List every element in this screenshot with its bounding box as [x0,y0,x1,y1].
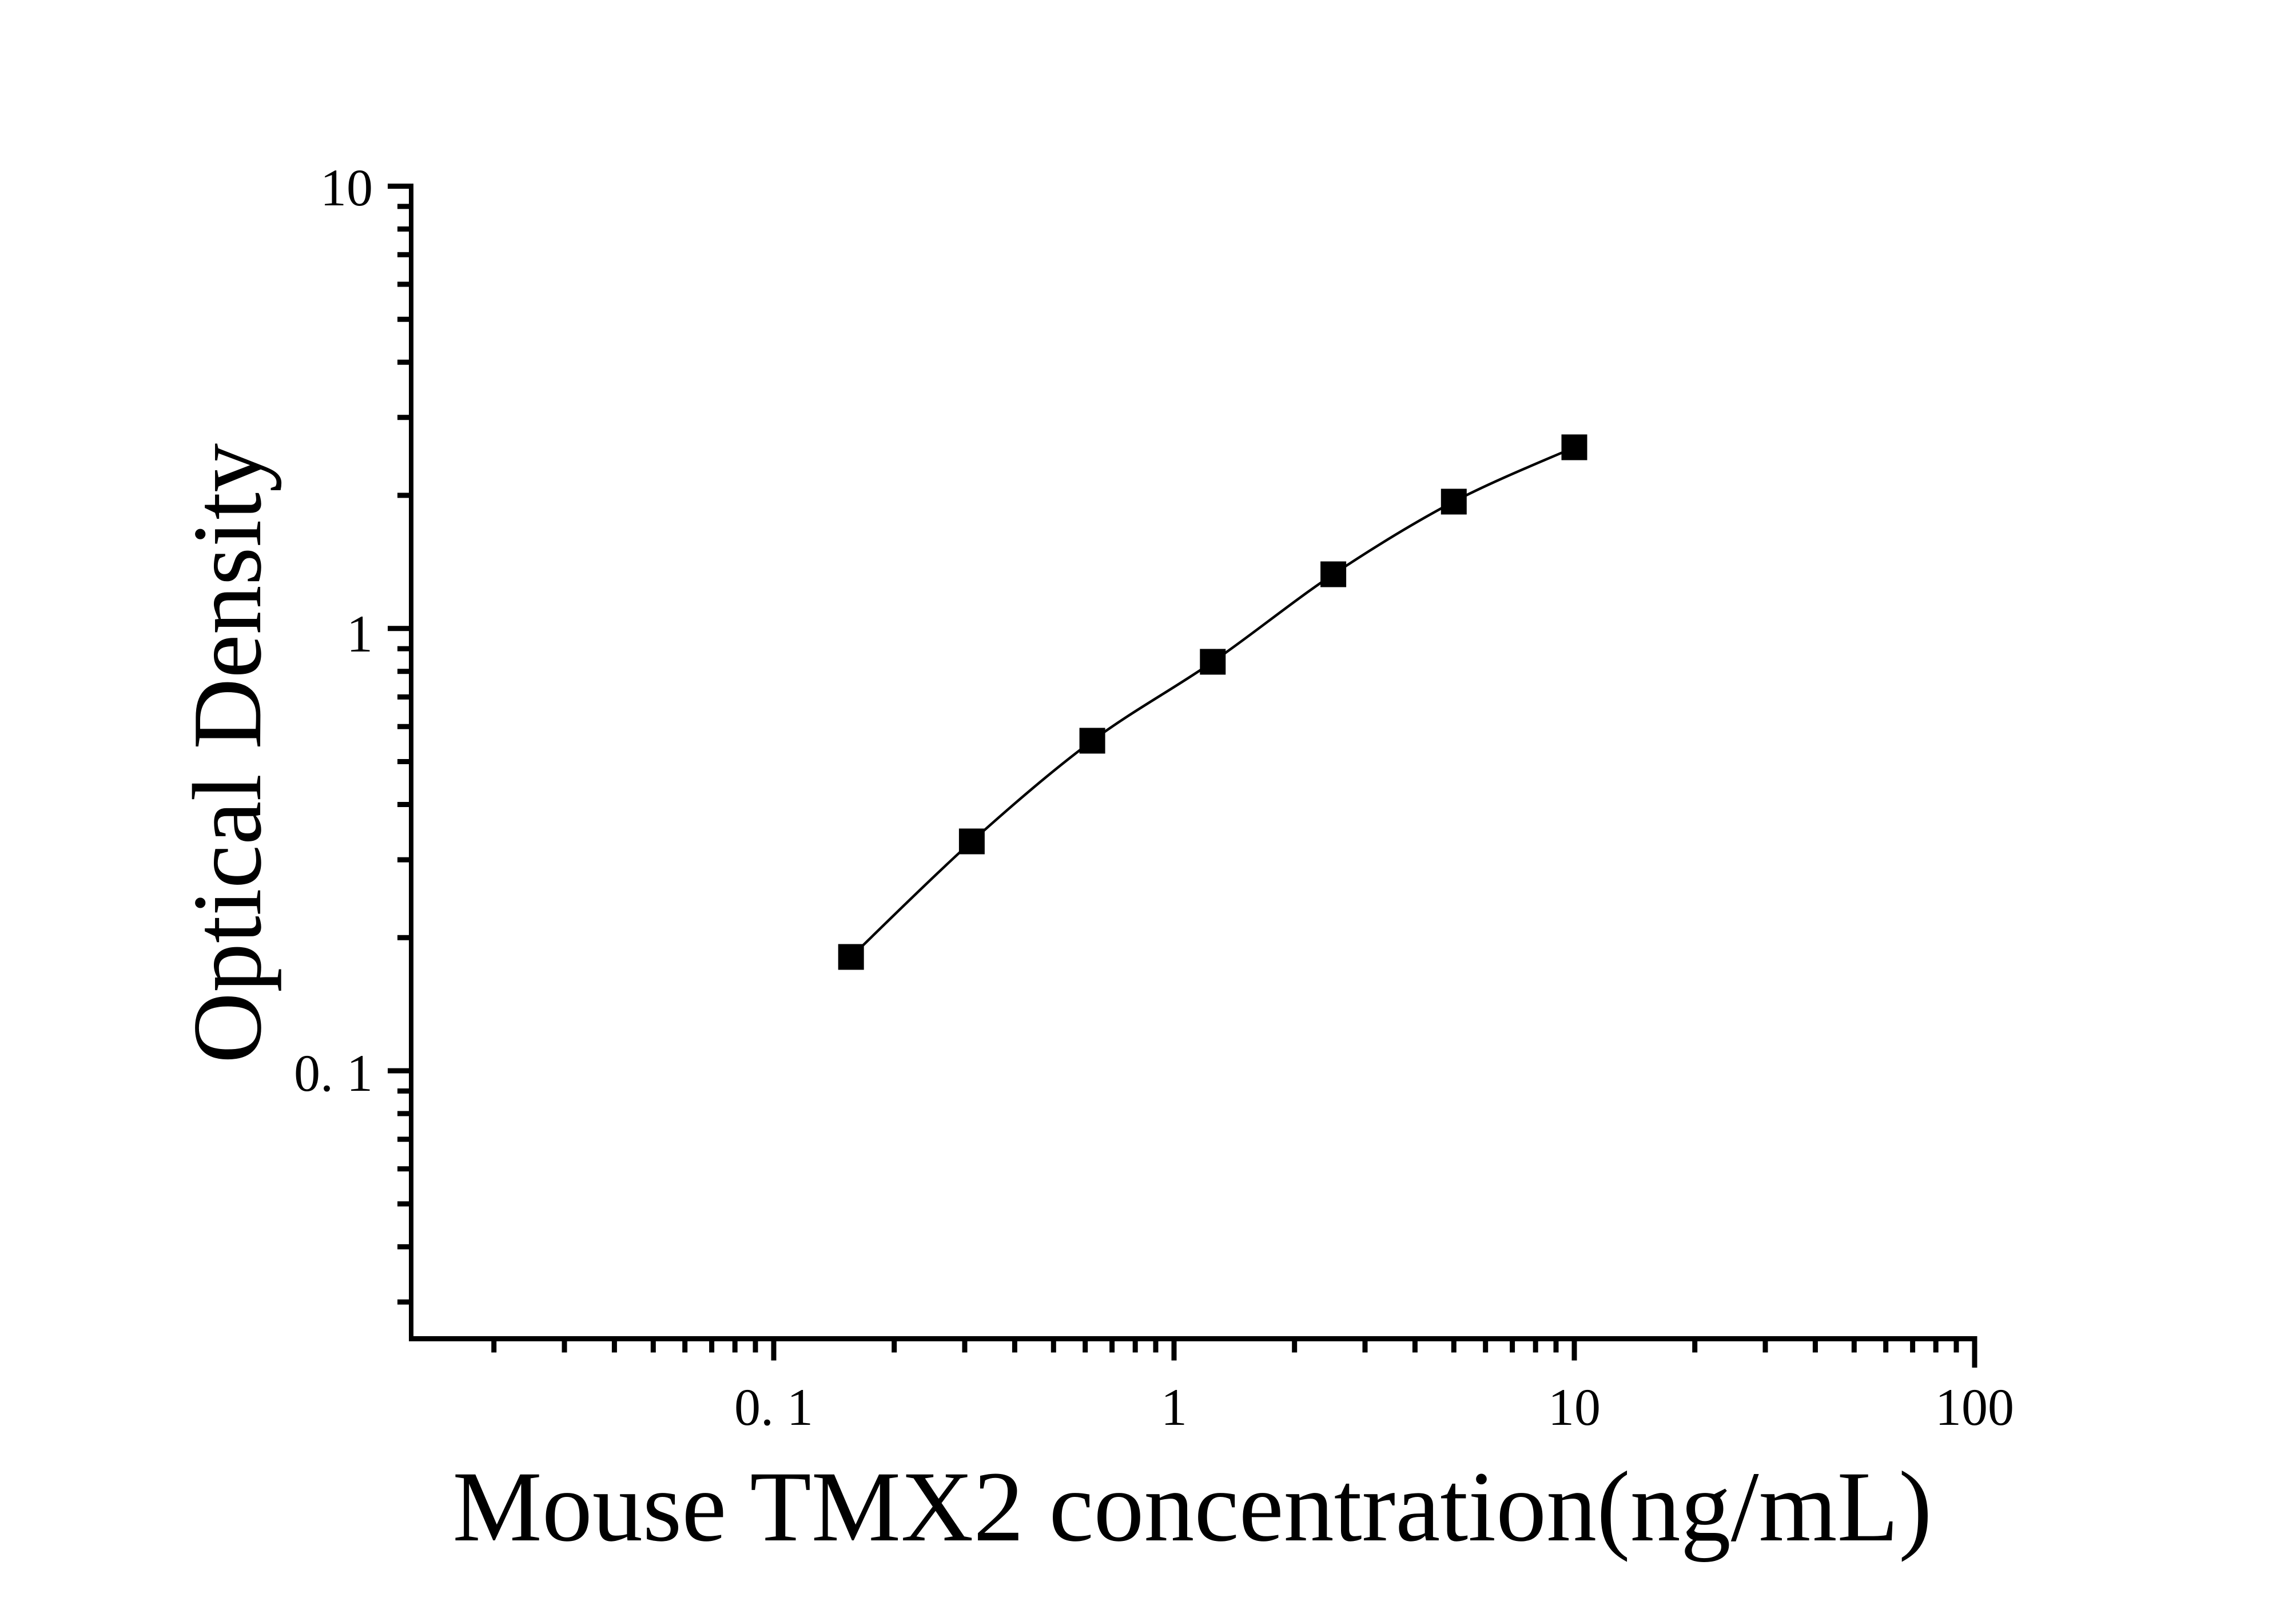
svg-text:10: 10 [320,158,373,217]
svg-text:100: 100 [1935,1378,2014,1436]
svg-text:1: 1 [1161,1378,1187,1436]
svg-text:10: 10 [1548,1378,1601,1436]
svg-text:Mouse TMX2 concentration(ng/mL: Mouse TMX2 concentration(ng/mL) [452,1451,1932,1563]
svg-text:0. 1: 0. 1 [734,1378,813,1436]
svg-text:1: 1 [347,605,373,663]
svg-text:Optical Density: Optical Density [173,443,282,1063]
svg-text:0. 1: 0. 1 [294,1044,373,1102]
